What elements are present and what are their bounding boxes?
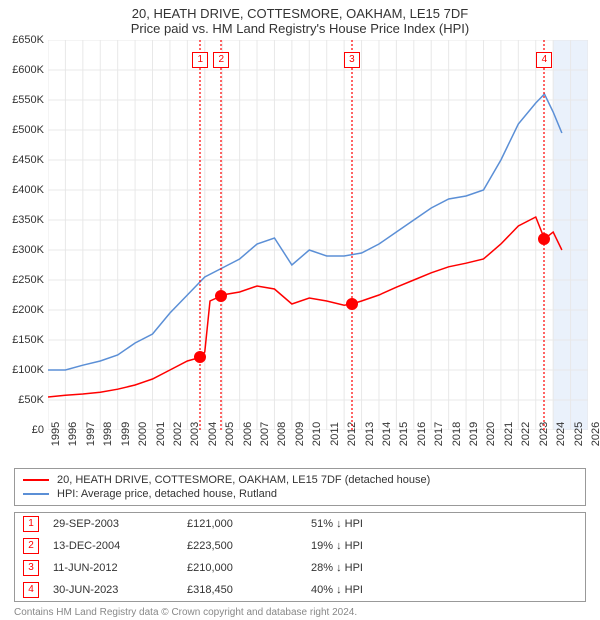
sale-vs-hpi: 28% ↓ HPI: [311, 562, 411, 574]
x-axis-label: 2006: [240, 422, 254, 446]
y-axis-label: £600K: [0, 64, 48, 76]
sale-number-badge: 2: [23, 538, 39, 554]
x-axis-label: 2009: [292, 422, 306, 446]
sale-price: £318,450: [187, 584, 297, 596]
sale-price: £223,500: [187, 540, 297, 552]
x-axis-label: 1995: [48, 422, 62, 446]
footer-line: Contains HM Land Registry data © Crown c…: [14, 606, 586, 619]
legend-swatch: [23, 493, 49, 495]
x-axis-label: 2015: [396, 422, 410, 446]
chart-title-1: 20, HEATH DRIVE, COTTESMORE, OAKHAM, LE1…: [0, 0, 600, 21]
sales-table: 1 29-SEP-2003 £121,000 51% ↓ HPI 2 13-DEC-200…: [14, 512, 586, 602]
y-axis-label: £650K: [0, 34, 48, 46]
sale-marker-box: 4: [536, 52, 552, 68]
sale-number-badge: 1: [23, 516, 39, 532]
y-axis-label: £450K: [0, 154, 48, 166]
x-axis-label: 2004: [205, 422, 219, 446]
x-axis-label: 1996: [65, 422, 79, 446]
sale-marker-point: [538, 233, 550, 245]
sale-vs-hpi: 19% ↓ HPI: [311, 540, 411, 552]
sale-marker-box: 3: [344, 52, 360, 68]
table-row: 1 29-SEP-2003 £121,000 51% ↓ HPI: [15, 513, 585, 535]
sale-marker-box: 1: [192, 52, 208, 68]
y-axis-label: £200K: [0, 304, 48, 316]
chart-svg: [48, 40, 588, 430]
sale-vs-hpi: 51% ↓ HPI: [311, 518, 411, 530]
x-axis-label: 2020: [483, 422, 497, 446]
y-axis-label: £100K: [0, 364, 48, 376]
y-axis-label: £250K: [0, 274, 48, 286]
legend-box: 20, HEATH DRIVE, COTTESMORE, OAKHAM, LE1…: [14, 468, 586, 506]
chart-area: £0£50K£100K£150K£200K£250K£300K£350K£400…: [48, 40, 588, 430]
y-axis-label: £550K: [0, 94, 48, 106]
sale-date: 29-SEP-2003: [53, 518, 173, 530]
sale-marker-point: [215, 290, 227, 302]
x-axis-label: 2013: [362, 422, 376, 446]
x-axis-label: 2026: [588, 422, 600, 446]
table-row: 4 30-JUN-2023 £318,450 40% ↓ HPI: [15, 579, 585, 601]
x-axis-label: 1999: [118, 422, 132, 446]
legend-label: HPI: Average price, detached house, Rutl…: [57, 488, 277, 500]
x-axis-label: 2010: [309, 422, 323, 446]
x-axis-label: 2008: [274, 422, 288, 446]
x-axis-label: 2007: [257, 422, 271, 446]
sale-marker-line: [199, 40, 201, 430]
y-axis-label: £50K: [0, 394, 48, 406]
sale-price: £210,000: [187, 562, 297, 574]
x-axis-label: 2011: [327, 422, 341, 446]
y-axis-label: £400K: [0, 184, 48, 196]
x-axis-label: 2022: [518, 422, 532, 446]
legend-swatch: [23, 479, 49, 481]
chart-title-2: Price paid vs. HM Land Registry's House …: [0, 21, 600, 40]
sale-number-badge: 3: [23, 560, 39, 576]
x-axis-label: 2000: [135, 422, 149, 446]
sale-marker-box: 2: [213, 52, 229, 68]
x-axis-label: 2024: [553, 422, 567, 446]
x-axis-label: 2019: [466, 422, 480, 446]
x-axis-label: 2016: [414, 422, 428, 446]
sale-number-badge: 4: [23, 582, 39, 598]
table-row: 2 13-DEC-2004 £223,500 19% ↓ HPI: [15, 535, 585, 557]
x-axis-label: 2018: [449, 422, 463, 446]
y-axis-label: £500K: [0, 124, 48, 136]
y-axis-label: £350K: [0, 214, 48, 226]
y-axis-label: £150K: [0, 334, 48, 346]
sale-price: £121,000: [187, 518, 297, 530]
sale-vs-hpi: 40% ↓ HPI: [311, 584, 411, 596]
y-axis-label: £0: [0, 424, 48, 436]
x-axis-label: 2002: [170, 422, 184, 446]
sale-marker-line: [351, 40, 353, 430]
sale-marker-point: [346, 298, 358, 310]
x-axis-label: 2001: [153, 422, 167, 446]
sale-date: 11-JUN-2012: [53, 562, 173, 574]
sale-date: 30-JUN-2023: [53, 584, 173, 596]
y-axis-label: £300K: [0, 244, 48, 256]
x-axis-label: 2005: [222, 422, 236, 446]
x-axis-label: 2017: [431, 422, 445, 446]
legend-item: HPI: Average price, detached house, Rutl…: [23, 487, 577, 501]
x-axis-label: 2025: [571, 422, 585, 446]
table-row: 3 11-JUN-2012 £210,000 28% ↓ HPI: [15, 557, 585, 579]
footer: Contains HM Land Registry data © Crown c…: [14, 606, 586, 620]
sale-marker-point: [194, 351, 206, 363]
sale-date: 13-DEC-2004: [53, 540, 173, 552]
x-axis-label: 1997: [83, 422, 97, 446]
legend-item: 20, HEATH DRIVE, COTTESMORE, OAKHAM, LE1…: [23, 473, 577, 487]
x-axis-label: 1998: [100, 422, 114, 446]
sale-marker-line: [220, 40, 222, 430]
legend-label: 20, HEATH DRIVE, COTTESMORE, OAKHAM, LE1…: [57, 474, 430, 486]
x-axis-label: 2014: [379, 422, 393, 446]
x-axis-label: 2021: [501, 422, 515, 446]
